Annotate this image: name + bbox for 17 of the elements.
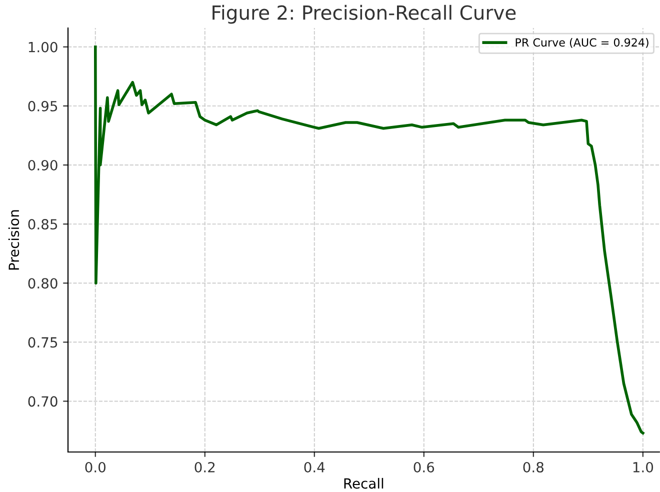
legend-label: PR Curve (AUC = 0.924) [516, 38, 648, 48]
y-tick-label: 0.95 [28, 100, 58, 112]
chart-title: Figure 2: Precision-Recall Curve [212, 4, 516, 24]
y-tick-label: 0.90 [28, 160, 58, 170]
x-tick-label: 0.0 [85, 462, 106, 472]
x-tick-label: 1.0 [633, 462, 654, 472]
x-tick-label: 0.8 [523, 462, 544, 472]
y-axis-title: Precision [8, 210, 20, 270]
y-tick-label: 0.85 [28, 219, 58, 230]
y-tick-label: 0.75 [28, 337, 58, 348]
x-tick-label: 0.6 [414, 462, 434, 472]
x-tick-label: 0.4 [304, 462, 325, 472]
y-tick-label: 0.80 [28, 278, 58, 289]
x-tick-label: 0.2 [194, 462, 215, 472]
x-axis-title: Recall [344, 478, 384, 489]
y-tick-label: 0.70 [28, 396, 58, 407]
y-tick-label: 1.00 [28, 42, 58, 52]
